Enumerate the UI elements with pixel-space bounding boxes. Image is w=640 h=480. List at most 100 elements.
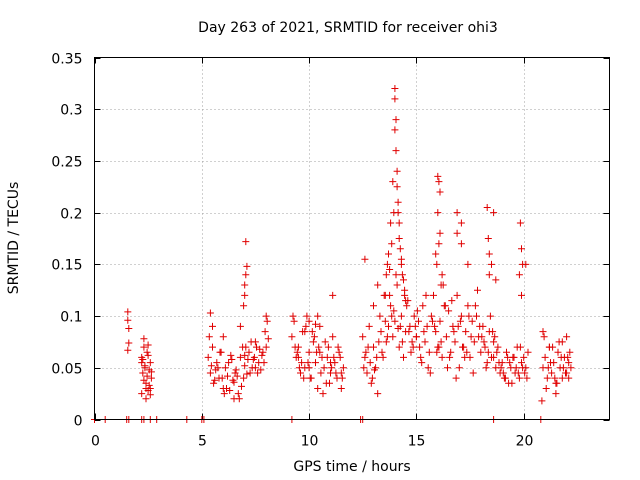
data-point — [385, 250, 392, 258]
data-point — [400, 276, 407, 284]
data-point — [408, 338, 416, 346]
data-point — [391, 317, 399, 325]
data-point — [395, 219, 403, 227]
data-point — [429, 317, 436, 325]
data-point — [447, 348, 455, 356]
data-point — [471, 302, 479, 310]
data-point — [416, 343, 424, 351]
data-point — [216, 348, 224, 356]
data-point — [420, 328, 428, 336]
data-point — [263, 317, 271, 325]
data-point — [499, 369, 507, 377]
data-point — [328, 364, 336, 372]
data-point — [375, 338, 383, 346]
data-point — [398, 338, 406, 346]
data-point — [462, 328, 470, 336]
data-point — [262, 312, 270, 320]
data-point — [436, 188, 444, 196]
data-point — [392, 116, 400, 124]
data-point — [253, 343, 260, 351]
data-point — [242, 343, 250, 351]
y-axis-title: SRMTID / TECUs — [6, 182, 22, 295]
data-point — [407, 348, 415, 356]
data-point — [379, 353, 387, 361]
data-point — [374, 281, 382, 289]
data-point — [453, 229, 461, 237]
data-point — [393, 183, 401, 191]
data-point — [510, 353, 518, 361]
data-point — [470, 338, 478, 346]
data-point — [264, 335, 272, 343]
data-point — [255, 359, 263, 367]
data-point — [143, 348, 151, 356]
data-point — [444, 364, 451, 372]
data-point — [337, 369, 345, 377]
data-point — [468, 317, 476, 325]
data-point — [381, 291, 389, 299]
data-point — [448, 297, 456, 305]
data-point — [224, 372, 231, 380]
data-point — [435, 343, 443, 351]
data-point — [221, 364, 229, 372]
data-point — [518, 291, 525, 299]
data-point — [512, 364, 520, 372]
data-point — [467, 333, 475, 341]
data-point — [209, 343, 216, 351]
data-point — [436, 229, 444, 237]
data-point — [241, 281, 249, 289]
x-tick-label: 0 — [91, 434, 100, 450]
data-point — [402, 297, 410, 305]
data-point — [445, 307, 453, 315]
data-point — [433, 260, 441, 268]
data-point — [233, 372, 241, 380]
data-point — [442, 333, 450, 341]
data-point — [305, 364, 313, 372]
data-point — [218, 374, 226, 382]
data-point — [138, 390, 146, 398]
data-point — [436, 317, 444, 325]
data-point — [308, 328, 316, 336]
data-point — [319, 390, 327, 398]
data-point — [389, 178, 397, 186]
data-point — [409, 343, 417, 351]
data-point — [293, 348, 301, 356]
data-point — [144, 351, 152, 359]
data-point — [241, 351, 249, 359]
data-point — [306, 374, 314, 382]
x-axis-title: GPS time / hours — [293, 459, 410, 475]
data-point — [413, 307, 421, 315]
data-point — [362, 348, 370, 356]
data-point — [558, 374, 566, 382]
y-tick-label: 0.1 — [60, 310, 82, 326]
data-point — [367, 379, 375, 387]
data-point — [337, 385, 345, 392]
data-point — [559, 364, 567, 372]
data-point — [305, 348, 313, 356]
data-point — [225, 359, 233, 367]
data-point — [220, 390, 228, 398]
data-point — [371, 366, 378, 374]
y-tick-label: 0 — [74, 414, 83, 430]
data-point — [229, 376, 237, 384]
data-point — [240, 374, 248, 382]
data-point — [497, 364, 505, 372]
data-point — [288, 333, 296, 341]
data-point — [387, 302, 395, 310]
data-point — [400, 353, 407, 361]
data-point — [330, 353, 338, 361]
data-point — [464, 302, 472, 310]
data-point — [242, 271, 250, 279]
data-point — [360, 364, 368, 372]
data-point — [459, 343, 466, 351]
data-point — [257, 366, 265, 374]
data-point — [552, 390, 560, 398]
data-point — [446, 353, 454, 361]
data-point — [261, 328, 269, 336]
data-point — [377, 328, 385, 336]
data-point — [391, 126, 399, 134]
data-point — [433, 348, 441, 356]
data-point — [563, 333, 571, 341]
data-point — [455, 364, 463, 372]
data-point — [314, 312, 322, 320]
data-point — [140, 343, 148, 351]
